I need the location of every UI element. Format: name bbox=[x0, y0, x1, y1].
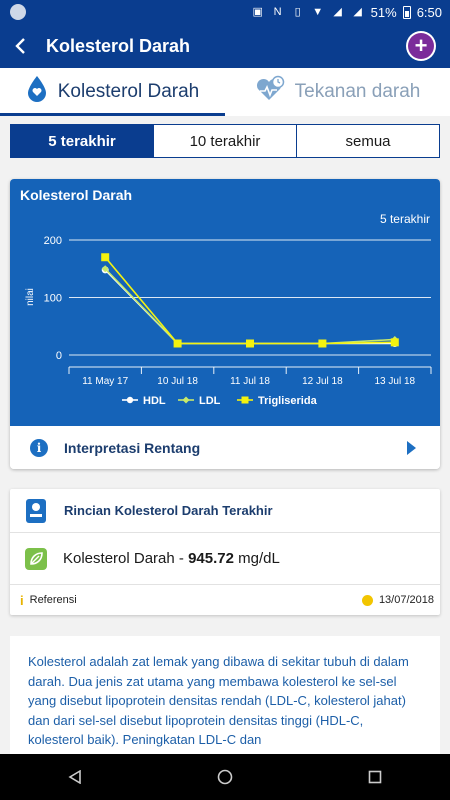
tab-kolesterol-darah[interactable]: Kolesterol Darah bbox=[0, 68, 225, 116]
legend-label: Trigliserida bbox=[258, 395, 318, 407]
y-tick-label: 100 bbox=[44, 293, 62, 305]
heart-pulse-icon bbox=[255, 75, 285, 109]
legend-marker bbox=[126, 396, 134, 404]
reference-icon: i bbox=[20, 592, 24, 608]
signal-icon: ◢ bbox=[333, 6, 342, 18]
data-point-ldl bbox=[101, 265, 109, 273]
legend-marker bbox=[241, 396, 249, 404]
series-line-ldl bbox=[104, 268, 395, 345]
data-point-trigliserida bbox=[318, 339, 327, 348]
x-tick-label: 12 Jul 18 bbox=[302, 376, 343, 387]
document-icon bbox=[26, 498, 46, 523]
add-button[interactable]: + bbox=[406, 31, 436, 61]
n-icon: N bbox=[273, 6, 282, 18]
description-card: Kolesterol adalah zat lemak yang dibawa … bbox=[10, 636, 440, 754]
detail-footer: i Referensi 13/07/2018 bbox=[10, 585, 440, 615]
data-point-trigliserida bbox=[101, 253, 110, 262]
plus-icon: + bbox=[408, 33, 434, 59]
x-tick-label: 11 May 17 bbox=[82, 376, 128, 387]
reference-label: Referensi bbox=[29, 594, 77, 606]
battery-icon bbox=[402, 5, 411, 19]
status-bar: ▣ N ▯ ▼ ◢ ◢ 51% 6:50 bbox=[0, 0, 450, 24]
description-text: Kolesterol adalah zat lemak yang dibawa … bbox=[28, 654, 409, 747]
legend-label: HDL bbox=[143, 395, 166, 407]
y-axis-label: nilai bbox=[25, 288, 36, 306]
data-point-trigliserida bbox=[390, 338, 399, 347]
range-all[interactable]: semua bbox=[296, 125, 439, 157]
chevron-right-icon bbox=[407, 440, 416, 455]
interpretation-label: Interpretasi Rentang bbox=[64, 439, 201, 456]
leaf-icon bbox=[25, 547, 47, 570]
latest-detail-card: Rincian Kolesterol Darah Terakhir Kolest… bbox=[10, 489, 440, 615]
tabs: Kolesterol Darah Tekanan darah bbox=[0, 68, 450, 116]
battery-percent: 51% bbox=[370, 4, 397, 20]
app-bar: Kolesterol Darah + bbox=[0, 24, 450, 68]
signal-2-icon: ◢ bbox=[353, 6, 362, 18]
detail-value: Kolesterol Darah - 945.72 mg/dL bbox=[63, 550, 280, 567]
nav-home-icon bbox=[217, 769, 233, 785]
range-selector: 5 terakhir 10 terakhir semua bbox=[10, 124, 440, 158]
detail-value-label: Kolesterol Darah - bbox=[63, 550, 189, 567]
wifi-icon: ▼ bbox=[312, 6, 324, 18]
detail-header: Rincian Kolesterol Darah Terakhir bbox=[10, 489, 440, 533]
range-last-5[interactable]: 5 terakhir bbox=[11, 125, 153, 157]
chart-area: Kolesterol Darah 5 terakhir 0 100 200 nilai… bbox=[10, 179, 440, 426]
notification-icon bbox=[10, 4, 26, 20]
status-icons: ▣ N ▯ ▼ ◢ ◢ 51% 6:50 bbox=[251, 5, 442, 20]
status-dot-icon bbox=[361, 594, 373, 606]
data-point-trigliserida bbox=[173, 339, 182, 348]
y-tick-label: 0 bbox=[56, 350, 62, 362]
legend-marker bbox=[182, 396, 190, 404]
tab-label: Tekanan darah bbox=[294, 81, 421, 102]
nav-recents-button[interactable] bbox=[355, 757, 395, 797]
x-tick-label: 13 Jul 18 bbox=[375, 376, 416, 387]
cholesterol-chart: Kolesterol Darah 5 terakhir 0 100 200 nilai… bbox=[20, 187, 432, 407]
tab-tekanan-darah[interactable]: Tekanan darah bbox=[225, 68, 450, 116]
detail-value-unit: mg/dL bbox=[233, 550, 280, 567]
nav-home-button[interactable] bbox=[205, 757, 245, 797]
back-arrow-icon[interactable] bbox=[2, 24, 38, 68]
nav-back-icon bbox=[68, 770, 81, 784]
detail-value-row: Kolesterol Darah - 945.72 mg/dL bbox=[10, 533, 440, 585]
y-tick-label: 200 bbox=[44, 235, 62, 247]
interpretation-row[interactable]: i Interpretasi Rentang bbox=[10, 426, 440, 469]
x-tick-label: 11 Jul 18 bbox=[230, 376, 270, 387]
chart-title: Kolesterol Darah bbox=[20, 187, 132, 203]
series-line-hdl bbox=[104, 269, 395, 345]
chart-card: Kolesterol Darah 5 terakhir 0 100 200 nilai… bbox=[10, 179, 440, 469]
nfc-icon: ▣ bbox=[252, 6, 263, 18]
x-tick-label: 10 Jul 18 bbox=[157, 376, 198, 387]
tab-label: Kolesterol Darah bbox=[57, 81, 200, 102]
detail-title: Rincian Kolesterol Darah Terakhir bbox=[64, 503, 273, 518]
detail-date: 13/07/2018 bbox=[378, 594, 434, 606]
nav-back-button[interactable] bbox=[55, 757, 95, 797]
series-line-trigliserida bbox=[104, 256, 395, 345]
info-icon: i bbox=[30, 438, 48, 457]
range-last-10[interactable]: 10 terakhir bbox=[153, 125, 296, 157]
system-nav-bar bbox=[0, 754, 450, 800]
legend-label: LDL bbox=[199, 395, 221, 407]
vibrate-icon: ▯ bbox=[294, 6, 301, 18]
detail-value-number: 945.72 bbox=[188, 550, 234, 567]
data-point-trigliserida bbox=[246, 339, 254, 348]
page-title: Kolesterol Darah bbox=[46, 35, 191, 56]
blood-drop-icon bbox=[26, 75, 48, 109]
chart-range-label: 5 terakhir bbox=[380, 212, 430, 226]
clock: 6:50 bbox=[416, 4, 442, 20]
nav-recents-icon bbox=[368, 770, 382, 784]
